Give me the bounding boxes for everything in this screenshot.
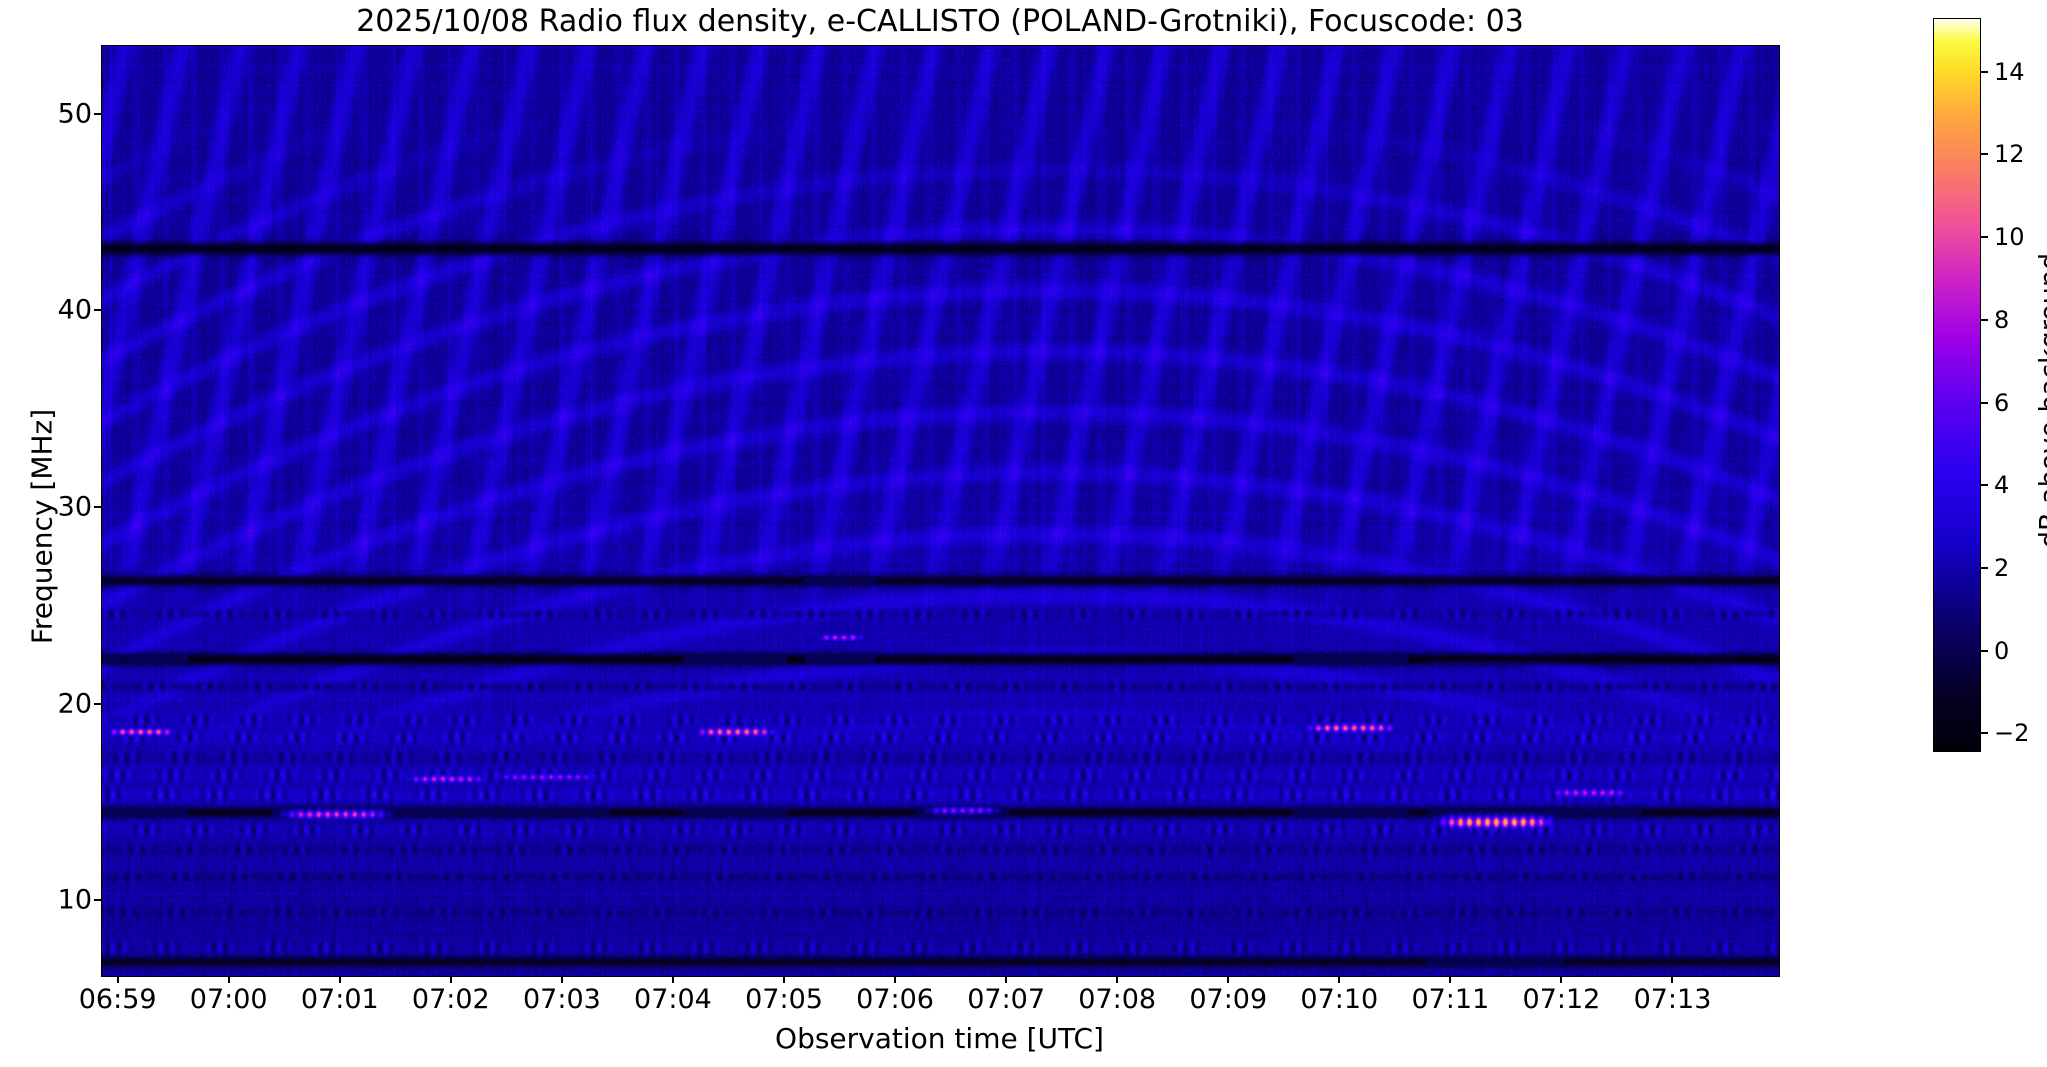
y-axis-label: Frequency [MHz] (25, 408, 59, 645)
colorbar-tick-label: 4 (1994, 471, 2010, 500)
spectrogram-image (102, 46, 1779, 976)
page-title: 2025/10/08 Radio flux density, e-CALLIST… (356, 4, 1524, 39)
colorbar-tick-label: 0 (1994, 636, 2010, 665)
colorbar-tick-label: 14 (1994, 57, 2025, 86)
x-tick-mark (1227, 976, 1230, 983)
colorbar-tick-mark (1981, 70, 1988, 73)
x-tick-mark (338, 976, 341, 983)
y-tick-label: 20 (57, 688, 92, 720)
y-tick-mark (94, 112, 101, 115)
x-tick-mark (783, 976, 786, 983)
x-tick-label: 07:09 (1189, 984, 1268, 1015)
colorbar-tick-mark (1981, 484, 1988, 487)
y-tick-label: 40 (57, 294, 92, 326)
x-tick-label: 07:06 (856, 984, 934, 1015)
x-tick-label: 07:02 (411, 984, 490, 1015)
y-tick-mark (94, 506, 101, 509)
colorbar-tick-label: 6 (1994, 388, 2010, 417)
x-tick-label: 07:10 (1300, 984, 1379, 1015)
x-tick-mark (560, 976, 563, 983)
y-tick-mark (94, 309, 101, 312)
colorbar[interactable] (1933, 18, 1981, 752)
spectrogram-plot[interactable] (101, 45, 1780, 977)
x-tick-label: 07:01 (300, 984, 379, 1015)
colorbar-tick-label: 2 (1994, 554, 2010, 583)
colorbar-tick-mark (1981, 732, 1988, 735)
x-tick-mark (894, 976, 897, 983)
colorbar-tick-mark (1981, 401, 1988, 404)
y-tick-label: 30 (57, 491, 92, 523)
x-tick-label: 07:12 (1522, 984, 1601, 1015)
colorbar-tick-label: −2 (1994, 719, 2030, 748)
colorbar-tick-mark (1981, 567, 1988, 570)
x-tick-label: 07:05 (745, 984, 823, 1015)
x-tick-mark (671, 976, 674, 983)
y-axis: 50 40 30 20 10 (0, 0, 92, 1067)
x-tick-label: 07:04 (634, 984, 712, 1015)
x-tick-mark (1449, 976, 1452, 983)
x-tick-label: 07:13 (1633, 984, 1712, 1015)
colorbar-tick-mark (1981, 236, 1988, 239)
x-tick-label: 06:59 (78, 984, 157, 1015)
y-tick-label: 50 (57, 98, 92, 130)
colorbar-label: dB above background (2034, 252, 2047, 549)
x-tick-label: 07:00 (189, 984, 268, 1015)
x-tick-label: 07:11 (1411, 984, 1490, 1015)
x-tick-mark (449, 976, 452, 983)
x-tick-mark (1560, 976, 1563, 983)
x-tick-label: 07:03 (522, 984, 601, 1015)
colorbar-tick-mark (1981, 318, 1988, 321)
colorbar-tick-mark (1981, 153, 1988, 156)
colorbar-tick-mark (1981, 649, 1988, 652)
y-tick-label: 10 (57, 884, 92, 916)
x-tick-mark (116, 976, 119, 983)
y-tick-mark (94, 702, 101, 705)
x-tick-mark (1005, 976, 1008, 983)
x-tick-mark (1338, 976, 1341, 983)
x-tick-mark (1671, 976, 1674, 983)
colorbar-tick-label: 12 (1994, 140, 2025, 169)
y-tick-mark (94, 899, 101, 902)
x-tick-mark (1116, 976, 1119, 983)
x-axis-label: Observation time [UTC] (775, 1022, 1104, 1055)
x-tick-label: 07:08 (1078, 984, 1157, 1015)
colorbar-tick-label: 8 (1994, 305, 2010, 334)
colorbar-gradient (1934, 19, 1980, 751)
colorbar-tick-label: 10 (1994, 223, 2025, 252)
x-tick-label: 07:07 (967, 984, 1046, 1015)
x-tick-mark (227, 976, 230, 983)
